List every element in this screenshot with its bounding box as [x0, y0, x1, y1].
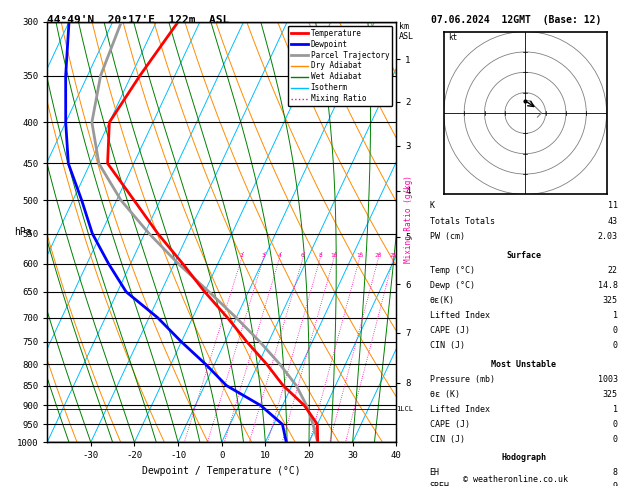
Text: Pressure (mb): Pressure (mb) [430, 375, 494, 384]
Text: 0: 0 [613, 419, 618, 429]
Text: 1LCL: 1LCL [397, 405, 414, 412]
Text: 6: 6 [301, 253, 305, 258]
Text: © weatheronline.co.uk: © weatheronline.co.uk [464, 474, 568, 484]
Text: Lifted Index: Lifted Index [430, 311, 489, 320]
Text: 0: 0 [613, 341, 618, 350]
Text: CAPE (J): CAPE (J) [430, 419, 470, 429]
Text: θε (K): θε (K) [430, 390, 460, 399]
X-axis label: Dewpoint / Temperature (°C): Dewpoint / Temperature (°C) [142, 466, 301, 476]
Text: Surface: Surface [506, 251, 541, 260]
Text: 10: 10 [330, 253, 338, 258]
Text: 3: 3 [262, 253, 265, 258]
Text: 8: 8 [613, 468, 618, 477]
Text: EH: EH [430, 468, 440, 477]
Text: CIN (J): CIN (J) [430, 434, 465, 444]
Text: 11: 11 [608, 202, 618, 210]
Text: 4: 4 [277, 253, 281, 258]
Text: PW (cm): PW (cm) [430, 232, 465, 241]
Text: Most Unstable: Most Unstable [491, 360, 556, 369]
Text: Dewp (°C): Dewp (°C) [430, 281, 475, 290]
Text: 44°49'N  20°17'E  122m  ASL: 44°49'N 20°17'E 122m ASL [47, 15, 230, 25]
Text: 325: 325 [603, 390, 618, 399]
Text: θε(K): θε(K) [430, 296, 455, 305]
Text: 325: 325 [603, 296, 618, 305]
Text: 1: 1 [613, 311, 618, 320]
Text: 1003: 1003 [598, 375, 618, 384]
Text: CIN (J): CIN (J) [430, 341, 465, 350]
Text: 25: 25 [389, 253, 397, 258]
Text: 2.03: 2.03 [598, 232, 618, 241]
Text: 20: 20 [375, 253, 382, 258]
Text: 2: 2 [240, 253, 243, 258]
Text: 0: 0 [613, 326, 618, 335]
Text: 15: 15 [356, 253, 364, 258]
Text: Lifted Index: Lifted Index [430, 405, 489, 414]
Text: CAPE (J): CAPE (J) [430, 326, 470, 335]
Text: 1: 1 [613, 405, 618, 414]
Text: 8: 8 [318, 253, 322, 258]
Text: 22: 22 [608, 266, 618, 275]
Text: K: K [430, 202, 435, 210]
Text: SREH: SREH [430, 483, 450, 486]
Text: Mixing Ratio (g/kg): Mixing Ratio (g/kg) [404, 175, 413, 262]
Text: 07.06.2024  12GMT  (Base: 12): 07.06.2024 12GMT (Base: 12) [431, 15, 601, 25]
Text: Hodograph: Hodograph [501, 453, 546, 462]
Legend: Temperature, Dewpoint, Parcel Trajectory, Dry Adiabat, Wet Adiabat, Isotherm, Mi: Temperature, Dewpoint, Parcel Trajectory… [288, 26, 392, 106]
Text: 9: 9 [613, 483, 618, 486]
Text: kt: kt [448, 33, 457, 42]
Text: Totals Totals: Totals Totals [430, 217, 494, 226]
Text: hPa: hPa [14, 227, 31, 237]
Text: 0: 0 [613, 434, 618, 444]
Text: Temp (°C): Temp (°C) [430, 266, 475, 275]
Text: 14.8: 14.8 [598, 281, 618, 290]
Text: km
ASL: km ASL [399, 22, 414, 41]
Text: 43: 43 [608, 217, 618, 226]
